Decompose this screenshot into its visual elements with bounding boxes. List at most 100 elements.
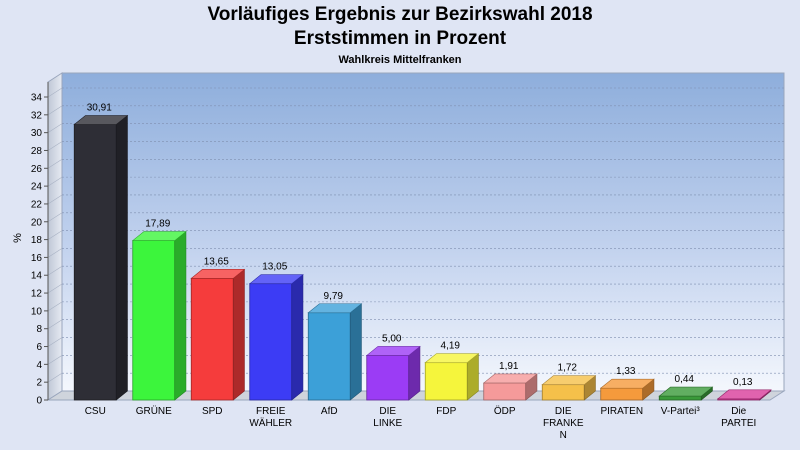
y-tick-label: 12 [31, 289, 43, 300]
chart-title: Vorläufiges Ergebnis zur Bezirkswahl 201… [207, 4, 593, 25]
data-label: 0,13 [733, 377, 753, 388]
y-tick-label: 24 [31, 182, 43, 193]
gridline-side [47, 301, 63, 312]
bar-side [291, 274, 304, 401]
x-tick-label: ÖDP [494, 405, 516, 417]
bar [716, 389, 772, 401]
bar-top [716, 389, 772, 400]
x-tick-label-line: N [560, 430, 567, 441]
y-tick-label: 0 [36, 396, 42, 407]
x-tick-label-line: PARTEI [721, 418, 756, 429]
chart-subtitle: Wahlkreis Mittelfranken [338, 54, 462, 66]
x-tick-label: GRÜNE [136, 405, 172, 417]
x-tick-label-line: FDP [436, 406, 456, 417]
bar-front [132, 240, 176, 401]
x-tick-label-line: DIE [555, 406, 572, 417]
bar [73, 114, 129, 401]
bars [73, 114, 772, 401]
x-tick-label-line: FRANKE [543, 418, 584, 429]
x-tick-label-line: AfD [321, 406, 338, 417]
bar-front [600, 387, 644, 401]
x-tick-label-line: LINKE [373, 418, 402, 429]
data-label: 9,79 [324, 291, 344, 302]
y-tick-label: 2 [36, 378, 42, 389]
data-label: 13,05 [262, 262, 287, 273]
y-tick-label: 20 [31, 217, 43, 228]
bar-front [307, 312, 351, 401]
gridline-side [47, 212, 63, 223]
bar [658, 386, 714, 401]
x-tick-label: DIE LINKE [373, 406, 402, 429]
data-label: 1,33 [616, 366, 636, 377]
data-label: 4,19 [441, 341, 461, 352]
gridline-side [47, 176, 63, 187]
gridline-side [47, 265, 63, 276]
bar [599, 378, 655, 401]
y-tick-label: 8 [36, 324, 42, 335]
y-tick-label: 30 [31, 128, 43, 139]
y-axis-label: % [12, 233, 24, 243]
gridline-side [47, 87, 63, 98]
bar-top [424, 353, 480, 363]
x-tick-label: AfD [321, 406, 338, 417]
bar [190, 268, 246, 401]
x-tick-label: DIE FRANKE N [543, 406, 584, 441]
bar-side [232, 268, 245, 401]
x-tick-label: PIRATEN [600, 406, 643, 417]
chart-titles: Vorläufiges Ergebnis zur Bezirkswahl 201… [0, 0, 800, 66]
x-tick-label: CSU [85, 406, 106, 417]
y-tick-label: 18 [31, 235, 43, 246]
bar [424, 353, 480, 401]
bar [541, 375, 597, 401]
y-tick-label: 10 [31, 306, 43, 317]
bar-front [658, 395, 702, 401]
bar-front [190, 277, 234, 401]
bar-side [174, 230, 187, 401]
data-label: 30,91 [87, 103, 112, 114]
bar [131, 230, 187, 401]
data-label: 13,65 [204, 256, 229, 267]
y-tick-label: 6 [36, 342, 42, 353]
bar-front [73, 124, 117, 401]
x-tick-label-line: PIRATEN [600, 406, 643, 417]
y-tick-label: 32 [31, 110, 43, 121]
chart-title-2: Erststimmen in Prozent [293, 28, 507, 49]
bar-top [131, 231, 187, 241]
bar-front [249, 283, 293, 401]
y-tick-label: 16 [31, 253, 43, 264]
y-tick-label: 34 [31, 93, 43, 104]
y-tick-label: 4 [36, 360, 42, 371]
bar-top [365, 346, 421, 356]
bar-front [541, 384, 585, 401]
bar-top [599, 378, 655, 389]
y-tick-label: 26 [31, 164, 43, 175]
bar-front [424, 362, 468, 401]
bar-top [190, 269, 246, 279]
side-wall [47, 72, 63, 401]
y-tick-label: 22 [31, 199, 43, 210]
data-label: 0,44 [675, 374, 695, 385]
data-label: 1,72 [558, 363, 578, 374]
x-tick-label-line: SPD [202, 406, 223, 417]
x-tick-label-line: ÖDP [494, 405, 516, 417]
gridline-side [47, 141, 63, 151]
x-tick-label-line: V-Partei³ [661, 406, 701, 417]
gridline-side [47, 123, 63, 133]
gridline-side [47, 372, 63, 383]
bar [248, 274, 304, 401]
bar [482, 373, 538, 401]
x-tick-label: SPD [202, 406, 223, 417]
data-label: 5,00 [382, 333, 402, 344]
bar-side [115, 114, 128, 401]
x-tick-label-line: WÄHLER [249, 417, 292, 429]
gridline-side [47, 283, 63, 294]
bar-top [658, 386, 714, 397]
bar-side [349, 303, 362, 401]
y-tick-label: 28 [31, 146, 43, 157]
bar [365, 345, 421, 401]
data-label: 1,91 [499, 361, 519, 372]
x-tick-label: V-Partei³ [661, 406, 701, 417]
x-tick-label-line: Die [731, 406, 746, 417]
